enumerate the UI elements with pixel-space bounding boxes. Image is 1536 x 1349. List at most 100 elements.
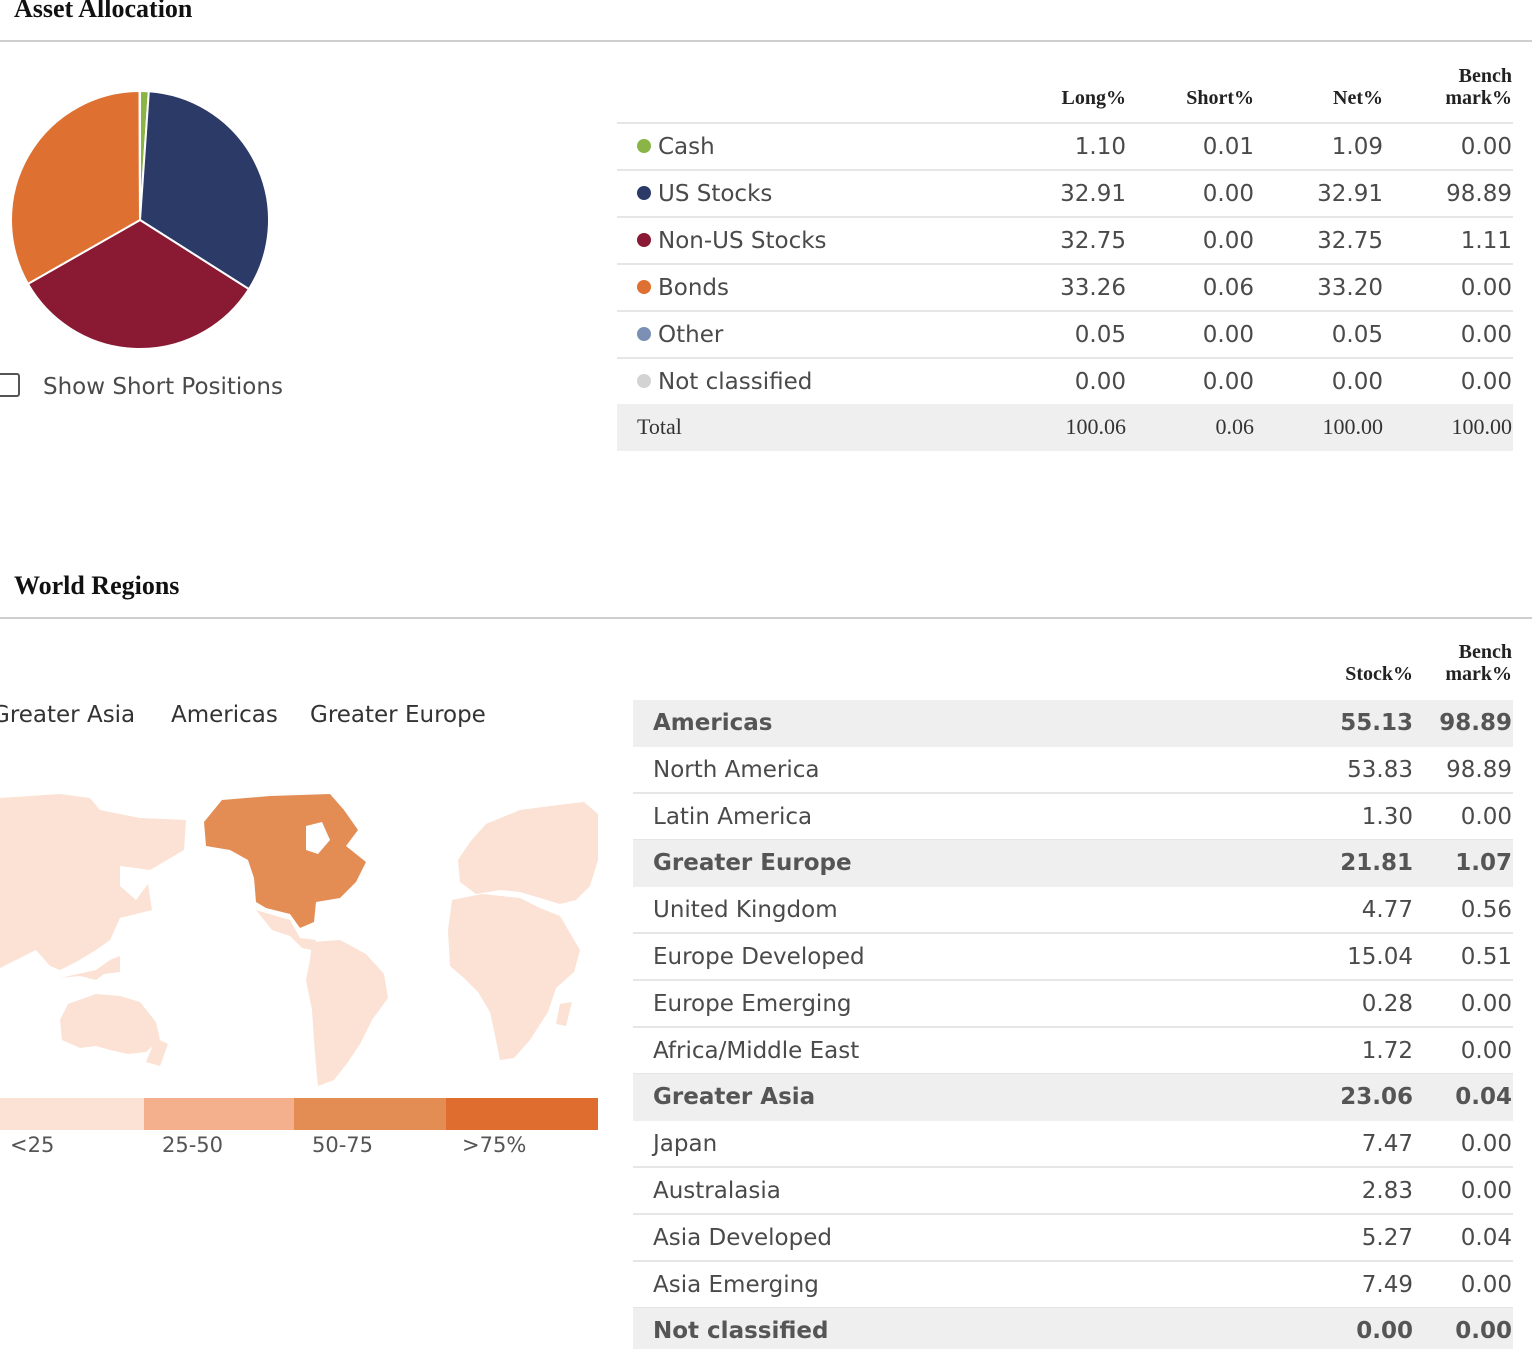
total-benchmark: 100.00: [1451, 414, 1513, 439]
north-america-region[interactable]: [204, 794, 366, 928]
cell-benchmark: 0.00: [1460, 275, 1512, 301]
cash-dot-icon: [637, 139, 651, 153]
cell-stock: 1.30: [1361, 803, 1413, 830]
central-america-region: [256, 910, 316, 950]
cell-benchmark: 0.00: [1460, 1178, 1512, 1204]
row-label: Non-US Stocks: [637, 218, 827, 264]
cell-benchmark: 98.89: [1446, 756, 1512, 783]
cell-stock: 2.83: [1361, 1178, 1413, 1204]
total-net: 100.00: [1322, 414, 1384, 439]
cell-benchmark: 0.51: [1460, 944, 1512, 970]
cell-benchmark: 1.07: [1455, 850, 1512, 877]
legend-segment-50-75: [294, 1098, 446, 1130]
header-long: Long%: [1061, 87, 1126, 109]
legend-label-25-50: 25-50: [162, 1133, 224, 1157]
table-row: Cash 1.10 0.01 1.09 0.00: [617, 124, 1513, 171]
region-label: Africa/Middle East: [653, 1037, 860, 1064]
cell-stock: 0.28: [1361, 990, 1413, 1017]
table-row: Asia Emerging 7.49 0.00: [633, 1262, 1513, 1309]
table-header-divider: [617, 122, 1513, 124]
region-label: Greater Asia: [653, 1084, 816, 1111]
row-label: Other: [637, 312, 723, 358]
cell-net: 33.20: [1317, 275, 1383, 301]
region-label: North America: [653, 756, 820, 783]
other-dot-icon: [637, 327, 651, 341]
region-group-row: Greater Asia 23.06 0.04: [633, 1074, 1513, 1122]
total-long: 100.06: [1065, 414, 1127, 439]
australia-region: [60, 994, 160, 1054]
total-label: Total: [637, 414, 682, 439]
region-label: United Kingdom: [653, 897, 838, 924]
tab-greater-asia[interactable]: Greater Asia: [0, 702, 136, 728]
row-label: Not classified: [637, 359, 812, 405]
region-label: Greater Europe: [653, 850, 852, 877]
table-row: Asia Developed 5.27 0.04: [633, 1215, 1513, 1262]
cell-long: 1.10: [1074, 134, 1126, 160]
asset-allocation-title: Asset Allocation: [14, 0, 193, 23]
cell-net: 32.91: [1317, 181, 1383, 207]
cell-stock: 5.27: [1361, 1224, 1413, 1251]
table-row: Not classified 0.00 0.00 0.00 0.00: [617, 359, 1513, 406]
table-row: Europe Emerging 0.28 0.00: [633, 981, 1513, 1028]
region-group-row: Not classified 0.00 0.00: [633, 1308, 1513, 1349]
legend-label-lt25: <25: [10, 1133, 55, 1157]
cell-stock: 55.13: [1340, 710, 1413, 736]
cell-benchmark: 98.89: [1439, 710, 1512, 736]
cell-benchmark: 0.04: [1460, 1224, 1512, 1251]
cell-benchmark: 98.89: [1446, 181, 1512, 207]
cell-short: 0.00: [1202, 369, 1254, 395]
europe-region: [458, 802, 598, 904]
africa-region: [448, 894, 580, 1060]
madagascar-region: [556, 1002, 572, 1026]
region-label: Europe Developed: [653, 944, 865, 970]
table-row: North America 53.83 98.89: [633, 747, 1513, 794]
header-benchmark-line2: mark%: [1445, 87, 1512, 109]
region-label: Americas: [653, 710, 773, 736]
cell-net: 0.05: [1331, 322, 1383, 348]
cell-long: 32.91: [1060, 181, 1126, 207]
region-group-row: Americas 55.13 98.89: [633, 700, 1513, 747]
region-group-row: Greater Europe 21.81 1.07: [633, 840, 1513, 888]
cell-stock: 23.06: [1340, 1084, 1413, 1111]
total-row: Total 100.06 0.06 100.00 100.00: [617, 404, 1513, 451]
cell-benchmark: 0.00: [1460, 322, 1512, 348]
region-label: Latin America: [653, 803, 813, 830]
region-label: Australasia: [653, 1178, 781, 1204]
tab-greater-europe[interactable]: Greater Europe: [310, 702, 486, 728]
cell-benchmark: 0.04: [1455, 1084, 1512, 1111]
legend-segment-25-50: [144, 1098, 294, 1130]
header-benchmark-line2: mark%: [1445, 663, 1512, 685]
region-label: Not classified: [653, 1318, 829, 1345]
world-regions-map: [0, 794, 598, 1086]
header-benchmark-regions: Bench mark%: [1400, 641, 1512, 685]
table-row: Other 0.05 0.00 0.05 0.00: [617, 312, 1513, 359]
cell-short: 0.01: [1202, 134, 1254, 160]
show-short-positions-checkbox[interactable]: [0, 373, 20, 397]
pie-slice-bonds[interactable]: [10, 89, 142, 286]
cell-benchmark: 0.00: [1460, 1037, 1512, 1064]
total-short: 0.06: [1215, 414, 1255, 439]
table-row: Bonds 33.26 0.06 33.20 0.00: [617, 265, 1513, 312]
se-asia-region: [60, 956, 120, 980]
latin-america-region: [306, 940, 388, 1086]
table-row: Non-US Stocks 32.75 0.00 32.75 1.11: [617, 218, 1513, 265]
table-row: US Stocks 32.91 0.00 32.91 98.89: [617, 171, 1513, 218]
show-short-positions-label[interactable]: Show Short Positions: [43, 374, 283, 400]
region-label: Japan: [653, 1131, 718, 1158]
north-america-gap: [306, 822, 330, 854]
table-row: Japan 7.47 0.00: [633, 1121, 1513, 1169]
header-stock: Stock%: [1345, 663, 1413, 685]
legend-segment-lt25: [0, 1098, 144, 1130]
cell-stock: 15.04: [1347, 944, 1413, 970]
bonds-dot-icon: [637, 280, 651, 294]
cell-stock: 0.00: [1356, 1318, 1413, 1345]
tab-americas[interactable]: Americas: [171, 702, 278, 728]
new-zealand-region: [146, 1038, 168, 1066]
cell-short: 0.00: [1202, 322, 1254, 348]
cell-stock: 21.81: [1340, 850, 1413, 877]
cell-short: 0.00: [1202, 181, 1254, 207]
cell-benchmark: 0.00: [1455, 1318, 1512, 1345]
cell-benchmark: 0.00: [1460, 990, 1512, 1017]
pie-slice-non-us-stocks[interactable]: [26, 218, 251, 350]
world-regions-title: World Regions: [14, 571, 180, 600]
